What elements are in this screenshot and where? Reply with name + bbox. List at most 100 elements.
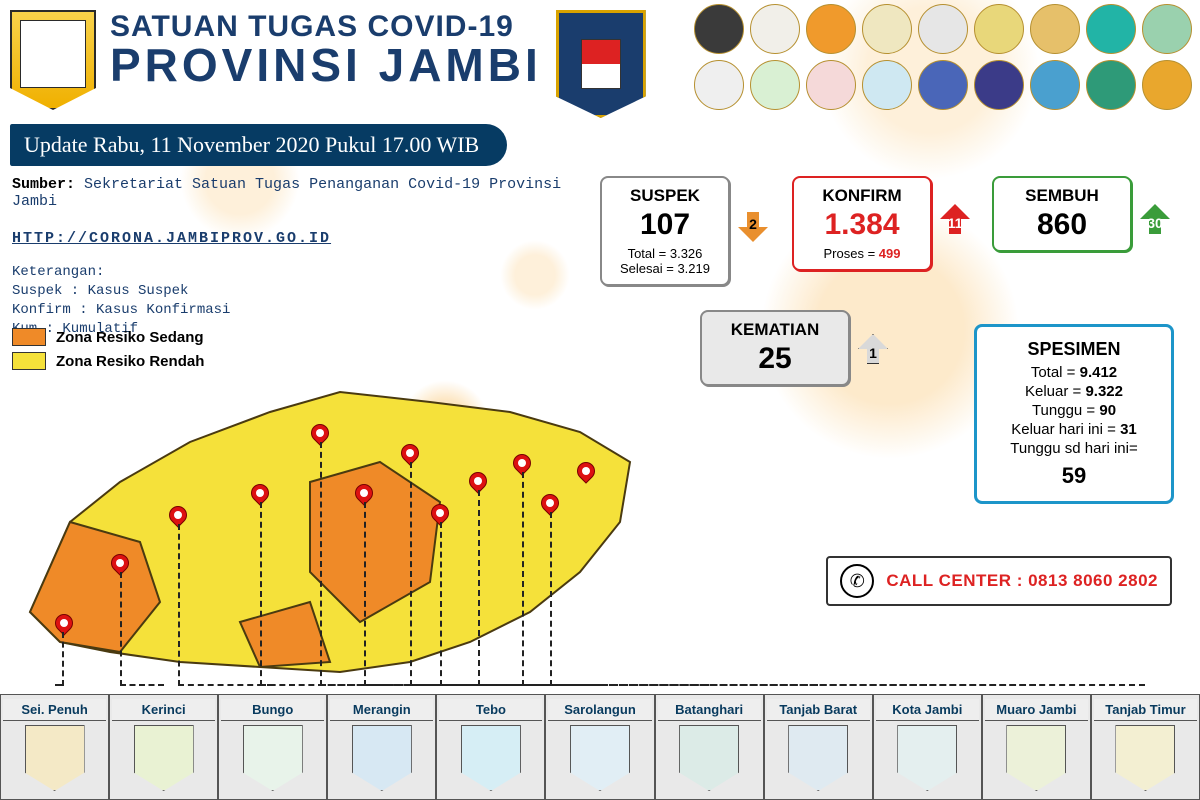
district-cell: Kota Jambi [873, 694, 982, 800]
kematian-delta: 1 [869, 345, 877, 361]
district-shield-icon [243, 725, 303, 791]
district-shield-icon [788, 725, 848, 791]
agency-logo [918, 60, 968, 110]
title-block: SATUAN TUGAS COVID-19 PROVINSI JAMBI [110, 10, 542, 88]
district-name: Kerinci [112, 699, 215, 721]
district-shield-icon [570, 725, 630, 791]
district-name: Kota Jambi [876, 699, 979, 721]
update-timestamp-bar: Update Rabu, 11 November 2020 Pukul 17.0… [10, 124, 507, 166]
agency-logo [862, 60, 912, 110]
district-cell: Muaro Jambi [982, 694, 1091, 800]
suspek-selesai: 3.219 [677, 261, 710, 276]
card-konfirm: KONFIRM 1.384 Proses = 499 [792, 176, 932, 271]
konfirm-delta: 11 [948, 215, 963, 231]
konfirm-proses-label: Proses = [824, 246, 879, 261]
konfirm-label: KONFIRM [804, 186, 920, 206]
suspek-delta-arrow: 2 [738, 212, 768, 242]
district-shield-icon [897, 725, 957, 791]
district-name: Bungo [221, 699, 324, 721]
agency-logo [694, 60, 744, 110]
spesimen-row: Keluar hari ini = 31 [989, 421, 1159, 438]
district-cell: Sarolangun [545, 694, 654, 800]
suspek-value: 107 [612, 208, 718, 242]
sembuh-label: SEMBUH [1004, 186, 1120, 206]
district-shield-icon [25, 725, 85, 791]
title-line-2: PROVINSI JAMBI [110, 44, 542, 88]
district-cell: Bungo [218, 694, 327, 800]
agency-logo [1030, 60, 1080, 110]
keterangan-title: Keterangan: [12, 263, 572, 282]
legend-swatch-rendah [12, 352, 46, 370]
agency-logo [750, 60, 800, 110]
jambi-province-logo [10, 10, 96, 110]
suspek-total-label: Total = [628, 246, 670, 261]
spesimen-row: Keluar = 9.322 [989, 383, 1159, 400]
district-shield-icon [352, 725, 412, 791]
district-name: Tebo [439, 699, 542, 721]
kematian-label: KEMATIAN [712, 320, 838, 340]
zone-legend: Zona Resiko Sedang Zona Resiko Rendah [12, 328, 204, 376]
legend-swatch-sedang [12, 328, 46, 346]
district-name: Merangin [330, 699, 433, 721]
agency-logo [750, 4, 800, 54]
district-name: Muaro Jambi [985, 699, 1088, 721]
district-shield-icon [1115, 725, 1175, 791]
district-shield-icon [461, 725, 521, 791]
meta-block: Sumber: Sekretariat Satuan Tugas Penanga… [12, 176, 572, 339]
agency-logo [1142, 60, 1192, 110]
konfirm-value: 1.384 [804, 208, 920, 242]
agency-logo [974, 4, 1024, 54]
district-shield-icon [1006, 725, 1066, 791]
leader-line [120, 572, 164, 686]
district-name: Batanghari [658, 699, 761, 721]
spesimen-row: Total = 9.412 [989, 364, 1159, 381]
source-url[interactable]: HTTP://CORONA.JAMBIPROV.GO.ID [12, 230, 572, 247]
card-kematian: KEMATIAN 25 [700, 310, 850, 386]
sembuh-delta: 30 [1147, 215, 1163, 231]
sembuh-delta-arrow: 30 [1140, 204, 1170, 234]
card-suspek: SUSPEK 107 Total = 3.326 Selesai = 3.219 [600, 176, 730, 286]
leader-line [178, 524, 273, 686]
district-cell: Tebo [436, 694, 545, 800]
satgas-badge-logo [556, 10, 646, 118]
kematian-delta-arrow: 1 [858, 334, 888, 364]
district-name: Sarolangun [548, 699, 651, 721]
district-name: Tanjab Barat [767, 699, 870, 721]
source-label: Sumber: [12, 176, 75, 193]
keterangan-line: Suspek : Kasus Suspek [12, 282, 572, 301]
district-cell: Batanghari [655, 694, 764, 800]
source-text: Sekretariat Satuan Tugas Penanganan Covi… [12, 176, 561, 210]
district-shield-icon [679, 725, 739, 791]
suspek-label: SUSPEK [612, 186, 718, 206]
district-name: Sei. Penuh [3, 699, 106, 721]
spesimen-label: SPESIMEN [989, 339, 1159, 360]
agency-logo [694, 4, 744, 54]
legend-label-rendah: Zona Resiko Rendah [56, 353, 204, 370]
district-cell: Merangin [327, 694, 436, 800]
agency-logo [1086, 60, 1136, 110]
agency-logo [806, 60, 856, 110]
district-cell: Tanjab Barat [764, 694, 873, 800]
keterangan-line: Konfirm : Kasus Konfirmasi [12, 301, 572, 320]
agency-logo [974, 60, 1024, 110]
agency-logo [806, 4, 856, 54]
agency-logos [694, 4, 1192, 110]
spesimen-row: Tunggu = 90 [989, 402, 1159, 419]
agency-logo [1142, 4, 1192, 54]
agency-logo [918, 4, 968, 54]
legend-label-sedang: Zona Resiko Sedang [56, 329, 204, 346]
district-cell: Tanjab Timur [1091, 694, 1200, 800]
card-sembuh: SEMBUH 860 [992, 176, 1132, 252]
kematian-value: 25 [712, 342, 838, 376]
suspek-selesai-label: Selesai = [620, 261, 677, 276]
agency-logo [862, 4, 912, 54]
spesimen-row: Tunggu sd hari ini= [989, 440, 1159, 457]
district-strip: Sei. Penuh Kerinci Bungo Merangin Tebo Sarola… [0, 694, 1200, 800]
sembuh-value: 860 [1004, 208, 1120, 242]
suspek-total: 3.326 [670, 246, 703, 261]
district-cell: Kerinci [109, 694, 218, 800]
district-cell: Sei. Penuh [0, 694, 109, 800]
leader-line [550, 512, 1145, 686]
suspek-delta: 2 [749, 216, 757, 232]
konfirm-proses: 499 [879, 246, 901, 261]
